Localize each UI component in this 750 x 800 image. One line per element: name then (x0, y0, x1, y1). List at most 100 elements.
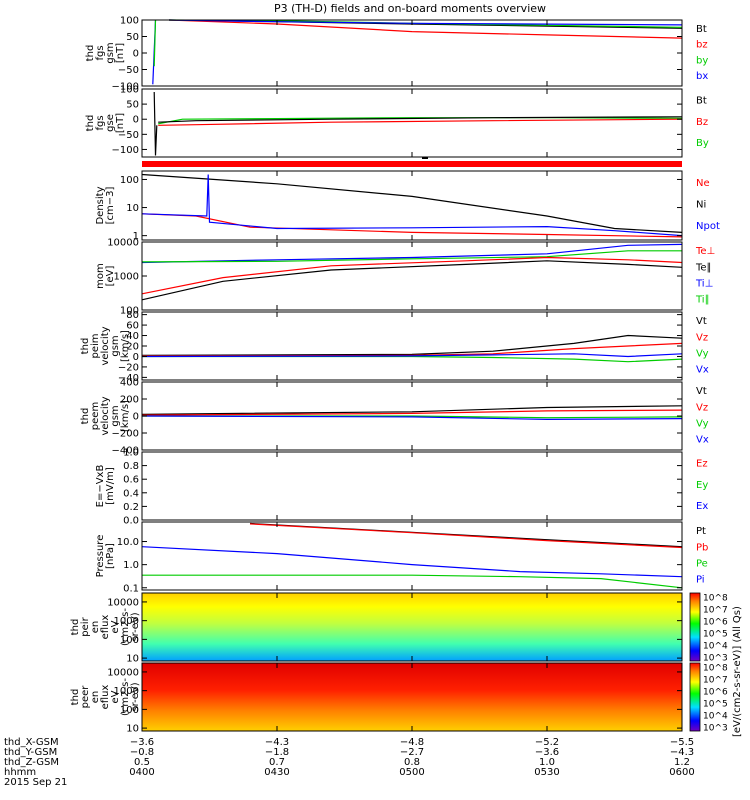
ylabel-peem-velocity: peem (90, 402, 101, 430)
ylabel-fgs-gsm: fgs (95, 45, 106, 60)
ylabel-peer-eflux: peer (80, 685, 91, 709)
x-tick-value: 0600 (669, 767, 694, 778)
ytick-label-peer-eflux: 100 (120, 705, 139, 716)
ytick-label-peem-velocity: 400 (120, 378, 139, 389)
x-tick-value: −4.3 (670, 747, 694, 758)
ytick-label-peem-velocity: −400 (112, 446, 139, 457)
ytick-label-efield: 0.4 (123, 488, 139, 499)
legend-peem-velocity-Vz: Vz (696, 402, 708, 413)
panel-efield: 1.0 0.8 0.6 0.4 0.2 0.0 E=−VxB [mV/m] Ez Ey Ex (95, 448, 708, 527)
ylabel-density: [cm−3] (105, 187, 116, 225)
x-tick-value: 0.7 (269, 757, 285, 768)
ylabel-peer-eflux: (cm2-s- (120, 678, 131, 716)
ylabel-peim-velocity: thd (80, 338, 91, 355)
legend-peem-velocity-Vx: Vx (696, 435, 709, 446)
ytick-label-peer-eflux: 10 (126, 724, 139, 735)
ylabel-peir-eflux: (cm2-s- (120, 608, 131, 646)
x-tick-value: 0530 (534, 767, 559, 778)
ytick-label-fgs-gse: −50 (118, 130, 139, 141)
ytick-label-efield: 0.6 (123, 475, 139, 486)
x-tick-value: −3.6 (535, 747, 559, 758)
ylabel-peem-velocity: velocity (100, 396, 111, 435)
colorbar-tick: 10^7 (703, 606, 728, 616)
ytick-label-fgs-gse: −100 (112, 145, 139, 156)
panel-peir-eflux: 10000 1000 100 10 thd peir en eflux eV (cm2-s-sr-… (70, 592, 683, 665)
legend-mom-temp-Ti⊥: Ti⊥ (695, 278, 713, 289)
ytick-label-density: 100 (120, 175, 139, 186)
ytick-label-peer-eflux: 10000 (107, 667, 139, 678)
ylabel-peim-velocity: velocity (100, 326, 111, 365)
colorbar-tick: 10^5 (703, 630, 728, 640)
series-mom-temp-Te∥ (141, 260, 683, 301)
legend-density-Npot: Npot (696, 221, 720, 232)
ytick-label-pressure: 0.1 (123, 583, 139, 594)
ylabel-fgs-gsm: thd (85, 45, 96, 62)
ylabel-peer-eflux: eflux (100, 685, 111, 710)
ytick-label-mom-temp: 10000 (107, 238, 139, 249)
frame-peim-velocity (141, 311, 683, 381)
ytick-label-efield: 0.0 (123, 516, 139, 527)
series-pressure-Pe (142, 574, 683, 589)
ylabel-efield: E=−VxB (95, 465, 106, 508)
ytick-label-peim-velocity: 60 (126, 321, 139, 332)
status-bar-mark (422, 157, 428, 159)
panel-density: 100 10 1 Density [cm−3] Ne Ni Npot (95, 170, 720, 242)
legend-mom-temp-Te∥: Te∥ (695, 262, 712, 273)
ylabel-fgs-gsm: [nT] (115, 43, 126, 63)
ylabel-peir-eflux: thd (70, 619, 81, 636)
legend-efield-Ex: Ex (696, 501, 708, 512)
legend-efield-Ey: Ey (696, 480, 708, 491)
ytick-label-efield: 0.2 (123, 502, 139, 513)
ytick-label-density: 1 (133, 231, 139, 242)
ytick-label-peem-velocity: 0 (133, 412, 139, 423)
heatmap-peir-eflux (142, 593, 682, 661)
colorbar-label: [eV/(cm2-s-sr-eV)] (All Qs) (732, 606, 743, 737)
ylabel-density: Density (95, 186, 106, 224)
ytick-label-peer-eflux: 1000 (114, 686, 139, 697)
x-tick-value: 0400 (129, 767, 154, 778)
colorbar-ticks: 10^810^710^610^510^410^310^810^710^610^5… (703, 594, 728, 734)
ytick-label-peim-velocity: 40 (126, 331, 139, 342)
colorbar-peer (689, 662, 701, 732)
colorbar-tick: 10^5 (703, 700, 728, 710)
colorbar-tick: 10^4 (703, 642, 728, 652)
x-row-label: thd_X-GSM (4, 737, 59, 748)
x-tick-value: 1.2 (674, 757, 690, 768)
colorbar-tick: 10^3 (703, 724, 728, 734)
legend-peim-velocity-Vt: Vt (696, 316, 707, 327)
ylabel-peir-eflux: eflux (100, 615, 111, 640)
ytick-label-fgs-gsm: 0 (133, 49, 139, 60)
series-density-Ne (141, 213, 683, 238)
ytick-label-efield: 0.8 (123, 461, 139, 472)
series-density-Npot (141, 174, 683, 237)
series-peim-velocity-Vt (141, 334, 683, 356)
panel-mom-temp: 10000 1000 100 mom [eV] Te⊥ Te∥ Ti⊥ Ti∥ (95, 238, 715, 317)
ylabel-fgs-gse: [nT] (115, 113, 126, 133)
panel-pressure: 10.0 1.0 0.1 Pressure [nPa] Pt Pb Pe Pi (95, 521, 708, 594)
frame-fgs-gse (141, 88, 683, 158)
x-tick-value: −4.8 (400, 737, 424, 748)
series-fgs-gsm-bz (168, 19, 683, 39)
legend-peim-velocity-Vz: Vz (696, 332, 708, 343)
ytick-label-density: 10 (126, 203, 139, 214)
ylabel-peir-eflux: eV (110, 620, 121, 633)
colorbar-tick: 10^7 (703, 676, 728, 686)
legend-fgs-gse-Bt: Bt (696, 96, 707, 107)
ylabel-peem-velocity: thd (80, 408, 91, 425)
series-peem-velocity-Vt (141, 405, 683, 415)
series-fgs-gse-Bz (158, 118, 683, 126)
legend-density-Ne: Ne (696, 178, 710, 189)
legend-pressure-Pi: Pi (696, 575, 705, 586)
legend-peim-velocity-Vy: Vy (696, 348, 709, 359)
series-fgs-gse-Bt (158, 116, 683, 123)
ytick-label-peir-eflux: 10 (126, 654, 139, 665)
legend-fgs-gsm-bx: bx (696, 71, 708, 82)
ylabel-peir-eflux: sr-eV) (130, 612, 141, 641)
ytick-label-mom-temp: 100 (120, 306, 139, 317)
heatmap-peer-eflux (142, 663, 682, 731)
panel-fgs-gse: 100 50 0 −50 −100 thd fgs gse [nT] Bt Bz By (85, 85, 709, 158)
x-tick-value: 0.5 (134, 757, 150, 768)
x-tick-value: 1.0 (539, 757, 555, 768)
